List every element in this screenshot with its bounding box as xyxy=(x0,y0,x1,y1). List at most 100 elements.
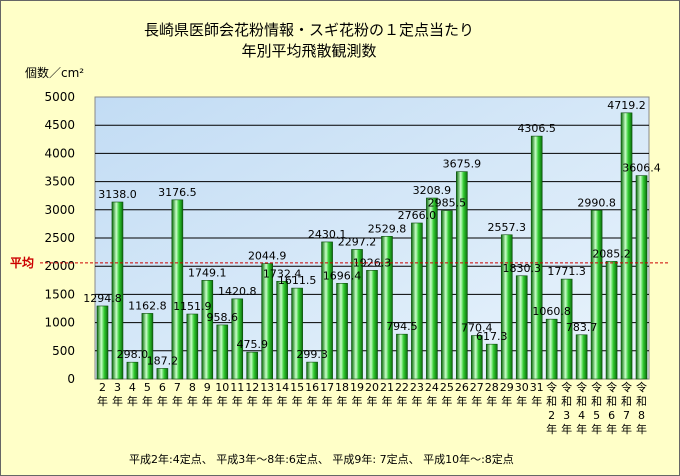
bar xyxy=(620,112,633,380)
data-label: 2990.8 xyxy=(577,196,616,209)
x-tick-label-part: 年 xyxy=(621,422,632,436)
x-tick-label-part: 年 xyxy=(471,394,482,408)
data-label: 1732.4 xyxy=(263,267,302,280)
y-tick-label: 500 xyxy=(52,344,75,358)
x-tick-label-part: 年 xyxy=(337,394,348,408)
x-tick-label: 18年 xyxy=(335,381,349,408)
bar xyxy=(336,283,348,380)
x-tick-label-part: 年 xyxy=(187,394,198,408)
data-label: 3138.0 xyxy=(98,188,137,201)
x-tick-label-part: 年 xyxy=(232,394,243,408)
x-tick-label: 2年 xyxy=(97,381,108,408)
x-tick-label-part: 8 xyxy=(189,381,196,394)
data-label: 3606.4 xyxy=(622,162,661,175)
bar xyxy=(545,318,558,380)
x-tick-label-part: 年 xyxy=(636,422,647,436)
x-tick-label-part: 27 xyxy=(470,381,484,394)
x-tick-label-part: 年 xyxy=(486,394,497,408)
data-label: 1420.8 xyxy=(218,285,257,298)
x-tick-label-part: 令 xyxy=(561,380,572,394)
bar xyxy=(635,175,648,380)
x-tick-label-part: 3 xyxy=(114,381,121,394)
x-tick-label: 22年 xyxy=(395,381,409,408)
x-tick-label: 26年 xyxy=(455,381,469,408)
x-tick-label-part: 令 xyxy=(636,380,647,394)
data-label: 794.5 xyxy=(386,320,418,333)
data-label: 1611.5 xyxy=(278,274,317,287)
bar xyxy=(306,361,318,380)
x-tick-label-part: 8 xyxy=(638,409,645,422)
x-tick-label: 16年 xyxy=(305,381,319,408)
y-tick-label: 4500 xyxy=(44,118,75,132)
x-tick-label: 24年 xyxy=(425,381,439,408)
bar xyxy=(246,351,259,380)
data-label: 2044.9 xyxy=(248,250,287,263)
x-tick-label-part: 20 xyxy=(365,381,379,394)
x-tick-label-part: 年 xyxy=(396,394,407,408)
bar xyxy=(156,368,169,380)
x-tick-label-part: 17 xyxy=(320,381,334,394)
y-axis-label: 個数／cm² xyxy=(25,66,85,80)
data-label: 299.3 xyxy=(296,348,328,361)
bar xyxy=(186,313,199,380)
x-tick-label-part: 年 xyxy=(142,394,153,408)
bar xyxy=(515,275,528,380)
x-tick-label: 20年 xyxy=(365,381,379,408)
bar xyxy=(485,343,498,380)
x-tick-label-part: 年 xyxy=(217,394,228,408)
x-tick-label: 8年 xyxy=(187,381,198,408)
data-label: 3176.5 xyxy=(158,186,197,199)
bar xyxy=(231,298,244,380)
bar xyxy=(111,201,124,380)
average-label: 平均 xyxy=(10,255,34,270)
data-label: 1696.4 xyxy=(323,269,362,282)
x-tick-label-part: 年 xyxy=(381,394,392,408)
x-tick-label-part: 29 xyxy=(500,381,514,394)
bar xyxy=(530,135,543,380)
x-tick-label-part: 年 xyxy=(456,394,467,408)
x-tick-label-part: 和 xyxy=(636,395,647,408)
x-tick-label: 21年 xyxy=(380,381,394,408)
y-tick-label: 0 xyxy=(67,372,75,386)
bar xyxy=(426,197,438,380)
x-tick-label: 4年 xyxy=(127,381,138,408)
x-tick-label-part: 2 xyxy=(99,381,106,394)
x-tick-label-part: 令 xyxy=(621,380,632,394)
bar xyxy=(276,280,288,380)
x-tick-label-part: 11 xyxy=(230,381,244,394)
data-label: 2985.5 xyxy=(428,197,467,210)
x-tick-label-part: 和 xyxy=(621,395,632,408)
data-label: 1294.8 xyxy=(83,292,122,305)
bar xyxy=(216,324,229,380)
y-tick-label: 3000 xyxy=(44,203,75,217)
x-tick-label-part: 26 xyxy=(455,381,469,394)
data-label: 770.4 xyxy=(461,322,493,335)
x-tick-label: 31年 xyxy=(530,381,544,408)
x-tick-label: 3年 xyxy=(112,381,123,408)
data-label: 3208.9 xyxy=(413,184,452,197)
bar xyxy=(471,335,483,380)
y-tick-label: 1500 xyxy=(44,287,75,301)
x-tick-label-part: 年 xyxy=(531,394,542,408)
x-tick-label-part: 24 xyxy=(425,381,439,394)
x-tick-label-part: 年 xyxy=(127,394,138,408)
x-tick-label-part: 年 xyxy=(307,394,318,408)
x-tick-label-part: 年 xyxy=(352,394,363,408)
x-tick-label: 19年 xyxy=(350,381,364,408)
x-tick-label-part: 6 xyxy=(159,381,166,394)
bar xyxy=(605,261,618,380)
x-tick-label-part: 年 xyxy=(262,394,273,408)
data-label: 298.0 xyxy=(117,348,149,361)
x-tick-label-part: 5 xyxy=(144,381,151,394)
x-tick-label: 29年 xyxy=(500,381,514,408)
x-tick-label-part: 年 xyxy=(546,422,557,436)
bar xyxy=(291,287,303,380)
x-tick-label-part: 4 xyxy=(578,409,585,422)
data-label: 4306.5 xyxy=(517,122,556,135)
x-tick-label: 17年 xyxy=(320,381,334,408)
data-label: 1771.3 xyxy=(547,265,586,278)
